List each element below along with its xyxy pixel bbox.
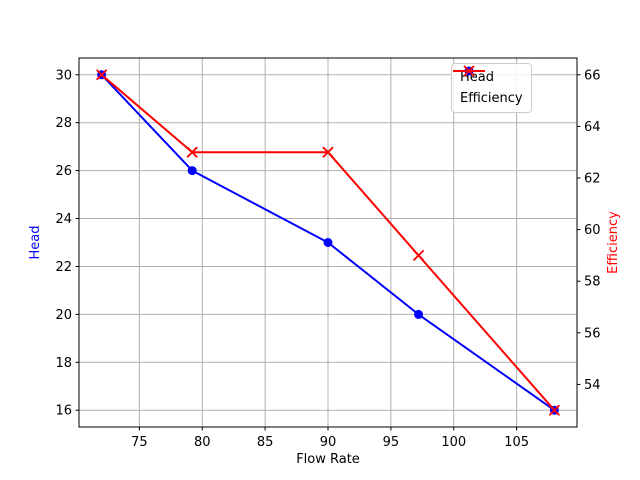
svg-text:75: 75	[131, 435, 148, 450]
legend: Head Efficiency	[451, 63, 532, 113]
legend-sample-efficiency-x-icon	[453, 65, 485, 77]
svg-text:20: 20	[55, 308, 72, 323]
legend-entry-efficiency: Efficiency	[453, 65, 523, 108]
svg-text:66: 66	[584, 68, 601, 83]
svg-text:26: 26	[55, 164, 72, 179]
svg-text:60: 60	[584, 223, 601, 238]
svg-text:16: 16	[55, 404, 72, 419]
svg-text:56: 56	[584, 326, 601, 341]
svg-text:100: 100	[441, 435, 466, 450]
svg-text:95: 95	[383, 435, 400, 450]
svg-text:54: 54	[584, 378, 601, 393]
svg-text:105: 105	[504, 435, 529, 450]
svg-text:22: 22	[55, 260, 72, 275]
svg-text:85: 85	[257, 435, 274, 450]
svg-text:90: 90	[320, 435, 337, 450]
svg-text:30: 30	[55, 68, 72, 83]
legend-label-efficiency: Efficiency	[460, 91, 523, 106]
svg-text:80: 80	[194, 435, 211, 450]
svg-text:24: 24	[55, 212, 72, 227]
x-axis-label: Flow Rate	[296, 452, 360, 467]
svg-text:18: 18	[55, 356, 72, 371]
svg-text:28: 28	[55, 116, 72, 131]
svg-text:64: 64	[584, 120, 601, 135]
svg-text:58: 58	[584, 275, 601, 290]
svg-text:62: 62	[584, 171, 601, 186]
left-y-axis-label: Head	[28, 226, 43, 260]
right-y-axis-label: Efficiency	[606, 211, 621, 274]
